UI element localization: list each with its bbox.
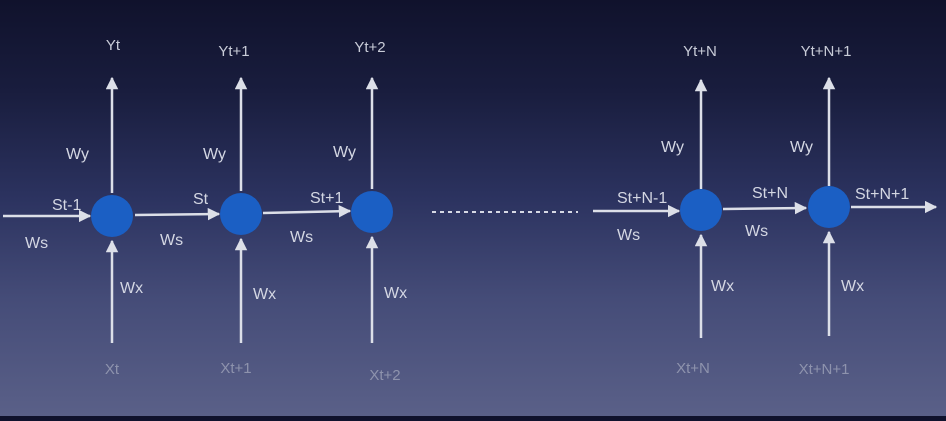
hidden-state-node-t2 [351, 191, 393, 233]
state-arrow-tN-tN1 [722, 201, 808, 215]
output-label-tN: Yt+N [683, 43, 717, 60]
output-label-t1: Yt+1 [218, 43, 249, 60]
input-label-t2: Xt+2 [369, 367, 400, 384]
input-label-tN1: Xt+N+1 [799, 361, 850, 378]
state-label-in-tN: St+N-1 [617, 190, 667, 207]
weight-x-label-t: Wx [120, 280, 143, 297]
hidden-state-node-tN [680, 189, 722, 231]
hidden-state-node-tN1 [808, 186, 850, 228]
output-label-tN1: Yt+N+1 [801, 43, 852, 60]
output-label-t: Yt [106, 37, 121, 54]
hidden-state-node-t [91, 195, 133, 237]
weight-x-label-tN1: Wx [841, 278, 864, 295]
weight-x-label-tN: Wx [711, 278, 734, 295]
input-label-tN: Xt+N [676, 360, 710, 377]
state-arrow-t1-t2 [262, 205, 352, 218]
weight-y-label-t: Wy [66, 146, 89, 163]
state-label-in-t2: St+1 [310, 190, 343, 207]
weight-s-label-tN1: Ws [745, 223, 768, 240]
output-label-t2: Yt+2 [354, 39, 385, 56]
weight-y-label-t1: Wy [203, 146, 226, 163]
state-label-in-tN1: St+N [752, 185, 788, 202]
weight-y-label-tN1: Wy [790, 139, 813, 156]
weight-s-label-tN: Ws [617, 227, 640, 244]
weight-s-label-t1: Ws [160, 232, 183, 249]
weight-x-label-t2: Wx [384, 285, 407, 302]
weight-s-label-t: Ws [25, 235, 48, 252]
weight-y-label-t2: Wy [333, 144, 356, 161]
input-label-t: Xt [105, 361, 120, 378]
state-label-out: St+N+1 [855, 186, 909, 203]
state-arrow-t-t1 [134, 207, 221, 221]
state-label-in-t: St-1 [52, 197, 81, 214]
weight-x-label-t1: Wx [253, 286, 276, 303]
weight-s-label-t2: Ws [290, 229, 313, 246]
weight-y-label-tN: Wy [661, 139, 684, 156]
input-label-t1: Xt+1 [220, 360, 251, 377]
hidden-state-node-t1 [220, 193, 262, 235]
state-label-in-t1: St [193, 191, 209, 208]
